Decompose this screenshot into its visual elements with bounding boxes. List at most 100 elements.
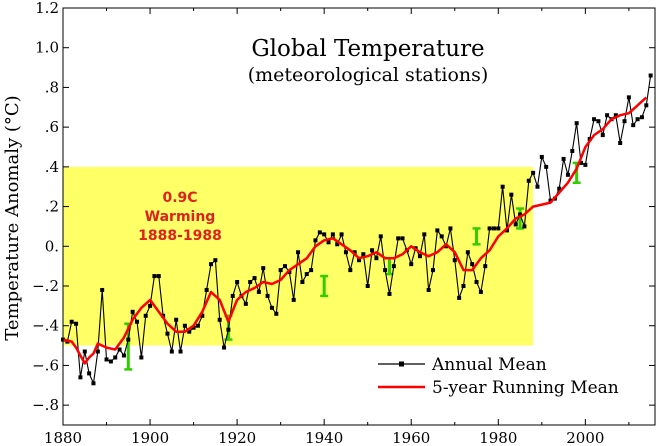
annual-mean-point xyxy=(452,258,457,263)
x-tick-label: 1900 xyxy=(131,429,169,446)
annotation-line3: 1888-1988 xyxy=(138,228,222,244)
annual-mean-point xyxy=(222,345,227,350)
annual-mean-point xyxy=(605,113,610,118)
annual-mean-point xyxy=(243,301,248,306)
annual-mean-point xyxy=(343,250,348,255)
annual-mean-point xyxy=(91,381,96,386)
annual-mean-point xyxy=(583,162,588,167)
y-tick-label: −.8 xyxy=(32,396,59,414)
annual-mean-point xyxy=(639,115,644,120)
annual-mean-point xyxy=(143,313,148,318)
annual-mean-point xyxy=(100,287,105,292)
annual-mean-point xyxy=(156,274,161,279)
annual-mean-point xyxy=(165,331,170,336)
y-tick-label: −.6 xyxy=(32,356,59,374)
x-tick-label: 1980 xyxy=(479,429,517,446)
annual-mean-point xyxy=(557,186,562,191)
annual-mean-point xyxy=(361,252,366,257)
annual-mean-point xyxy=(261,266,266,271)
y-tick-label: 1.2 xyxy=(35,0,59,17)
y-tick-label: 0. xyxy=(45,237,59,255)
annual-mean-point xyxy=(470,262,475,267)
annual-mean-point xyxy=(648,73,653,78)
annual-mean-point xyxy=(570,148,575,153)
annual-mean-point xyxy=(174,317,179,322)
annual-mean-point xyxy=(391,264,396,269)
annual-mean-point xyxy=(274,311,279,316)
x-tick-label: 1880 xyxy=(44,429,82,446)
annual-mean-point xyxy=(322,232,327,237)
y-axis-label: Temperature Anomaly (°C) xyxy=(2,95,23,340)
y-tick-label: 1.0 xyxy=(35,39,59,57)
y-tick-label: .8 xyxy=(45,78,59,96)
annual-mean-point xyxy=(265,293,270,298)
annual-mean-point xyxy=(439,234,444,239)
annual-mean-point xyxy=(291,297,296,302)
annual-mean-point xyxy=(278,268,283,273)
chart-title: Global Temperature xyxy=(251,36,484,62)
annual-mean-point xyxy=(108,359,113,364)
annual-mean-point xyxy=(626,95,631,100)
annual-mean-point xyxy=(539,154,544,159)
annual-mean-point xyxy=(230,293,235,298)
annual-mean-point xyxy=(561,156,566,161)
annual-mean-point xyxy=(256,289,261,294)
annual-mean-point xyxy=(400,236,405,241)
annual-mean-point xyxy=(465,250,470,255)
y-tick-label: −.4 xyxy=(32,317,59,335)
annual-mean-point xyxy=(531,170,536,175)
annual-mean-point xyxy=(113,355,118,360)
y-tick-label: .6 xyxy=(45,118,59,136)
annual-mean-point xyxy=(296,250,301,255)
annual-mean-point xyxy=(505,228,509,233)
annual-mean-point xyxy=(574,121,579,126)
annual-mean-point xyxy=(135,319,139,324)
annual-mean-point xyxy=(396,236,401,241)
annual-mean-point xyxy=(313,238,318,243)
annual-mean-point xyxy=(335,242,340,247)
annual-mean-point xyxy=(74,321,79,326)
annual-mean-point xyxy=(287,270,292,275)
annual-mean-point xyxy=(522,224,527,229)
running-mean-layer xyxy=(62,96,648,365)
annual-mean-point xyxy=(526,178,531,183)
annual-mean-point xyxy=(209,262,213,267)
annual-mean-point xyxy=(483,264,488,269)
plot-frame xyxy=(62,7,656,426)
annual-mean-point xyxy=(117,347,122,352)
annual-mean-point xyxy=(182,323,187,328)
annual-mean-point xyxy=(365,284,370,288)
annual-mean-point xyxy=(226,327,231,332)
x-tick-label: 1920 xyxy=(218,429,256,446)
annual-mean-point xyxy=(592,117,597,122)
annual-mean-point xyxy=(187,329,192,334)
annual-mean-point xyxy=(487,226,492,231)
x-tick-label: 1960 xyxy=(392,429,430,446)
annual-mean-point xyxy=(631,123,636,128)
annual-mean-point xyxy=(152,274,157,279)
annual-mean-point xyxy=(269,305,274,310)
annual-mean-point xyxy=(544,164,549,169)
annual-mean-point xyxy=(191,325,196,330)
annual-mean-point xyxy=(217,317,222,322)
annual-mean-point xyxy=(352,250,357,255)
annual-mean-point xyxy=(304,272,309,277)
annual-mean-point xyxy=(200,313,205,318)
annual-mean-point xyxy=(139,355,144,360)
annual-mean-point xyxy=(339,232,344,237)
y-tick-label: −.2 xyxy=(32,277,59,295)
annual-mean-point xyxy=(448,226,453,231)
annual-mean-point xyxy=(600,133,605,138)
annual-mean-point xyxy=(330,232,335,237)
annual-mean-point xyxy=(121,353,126,358)
annual-mean-point xyxy=(509,192,514,197)
annual-mean-point xyxy=(130,309,135,314)
annual-mean-point xyxy=(326,240,331,245)
annotation-line1: 0.9C xyxy=(162,190,197,206)
legend: Annual Mean 5-year Running Mean xyxy=(378,355,619,398)
annual-mean-point xyxy=(95,349,100,354)
annual-mean-point xyxy=(348,268,353,273)
annual-mean-point xyxy=(618,141,623,146)
legend-annual-marker xyxy=(399,361,404,367)
